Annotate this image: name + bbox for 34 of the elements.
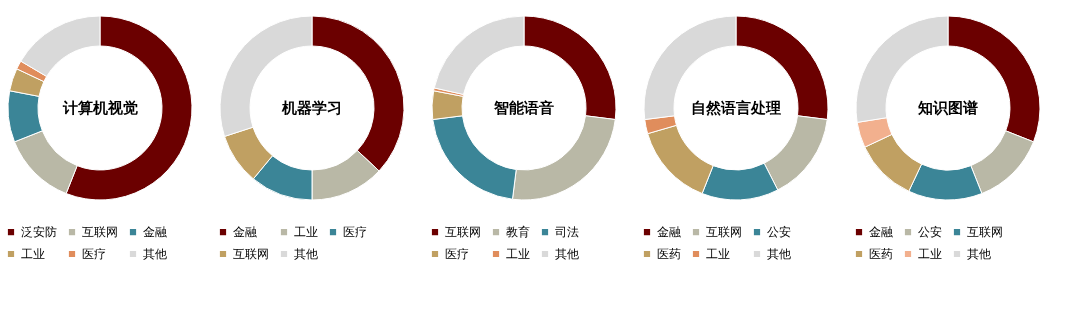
legend-label: 医疗 <box>445 247 469 261</box>
text: 知识图谱 <box>917 99 978 117</box>
legend-label: 互联网 <box>82 225 118 240</box>
legend-label: 公安 <box>767 225 791 240</box>
text: 机器学习 <box>281 99 342 117</box>
legend-label: 工业 <box>506 247 530 261</box>
legend-label: 工业 <box>918 247 942 261</box>
legend-label: 金融 <box>143 225 167 240</box>
legend-label: 金融 <box>233 225 257 240</box>
legend-label: 司法 <box>555 225 579 240</box>
legend-label: 医药 <box>869 247 893 261</box>
legend-label: 工业 <box>706 247 730 261</box>
text: 自然语言处理 <box>691 99 781 117</box>
legend-label: 泛安防 <box>21 225 57 240</box>
text: 智能语音 <box>493 99 554 117</box>
legend-label: 工业 <box>21 247 45 261</box>
legend-label: 金融 <box>869 225 893 240</box>
legend-label: 互联网 <box>445 225 481 240</box>
legend-label: 互联网 <box>233 247 269 261</box>
legend-label: 其他 <box>294 247 318 261</box>
legend-label: 医疗 <box>82 247 106 261</box>
legend-label: 医药 <box>657 247 681 261</box>
legend-label: 教育 <box>506 225 530 240</box>
legend-label: 其他 <box>767 247 791 261</box>
legend-label: 工业 <box>294 225 318 240</box>
legend-label: 公安 <box>918 225 942 240</box>
legend-label: 其他 <box>967 247 991 261</box>
text: 计算机视觉 <box>61 99 138 117</box>
legend-label: 医疗 <box>343 225 367 240</box>
legend-label: 其他 <box>143 247 167 261</box>
legend-label: 互联网 <box>706 225 742 240</box>
legend-label: 其他 <box>555 247 579 261</box>
legend-label: 互联网 <box>967 225 1003 240</box>
legend-label: 金融 <box>657 225 681 240</box>
